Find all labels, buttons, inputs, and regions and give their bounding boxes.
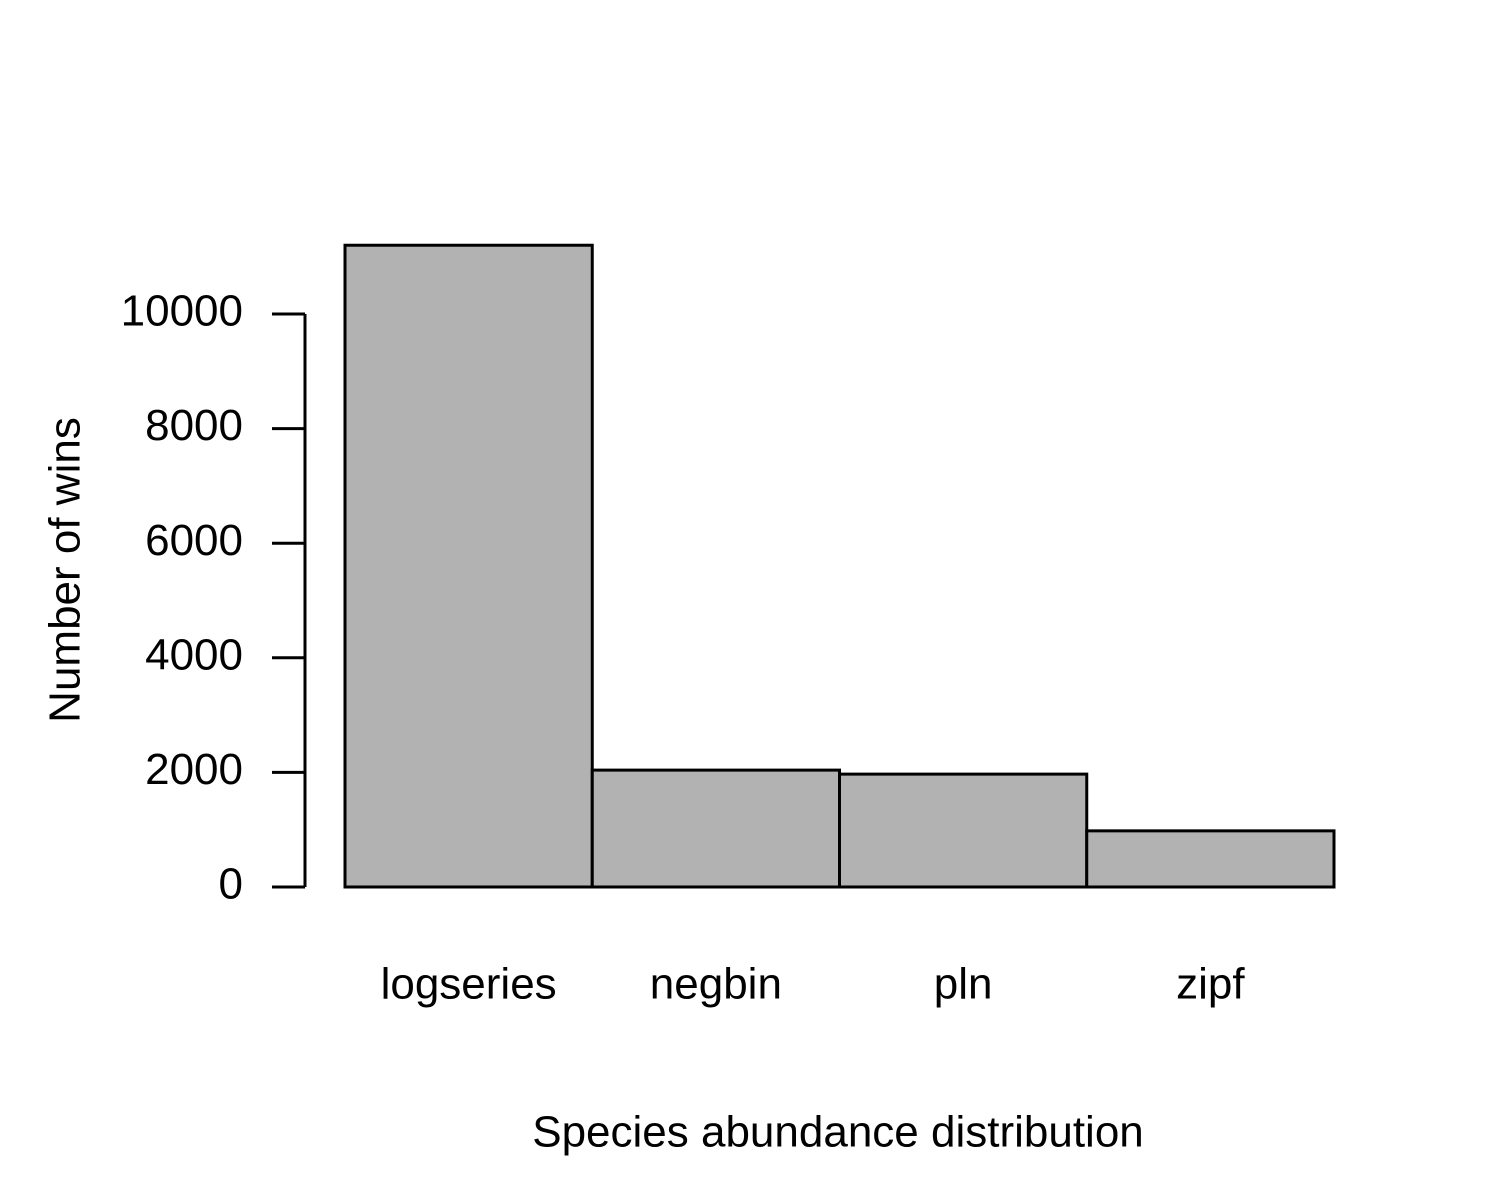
bar	[343, 243, 594, 889]
y-tick-label: 2000	[145, 745, 243, 794]
bar	[1085, 829, 1336, 889]
bar	[590, 768, 841, 889]
y-axis-label: Number of wins	[41, 417, 90, 723]
y-tick-label: 4000	[145, 630, 243, 679]
x-tick-label: negbin	[650, 960, 782, 1009]
x-tick-label: pln	[934, 960, 993, 1009]
x-axis-label: Species abundance distribution	[532, 1108, 1144, 1157]
y-tick-label: 0	[219, 860, 243, 909]
y-tick-label: 10000	[121, 287, 243, 336]
x-tick-label: logseries	[381, 960, 557, 1009]
y-tick-label: 8000	[145, 401, 243, 450]
bar	[838, 772, 1089, 889]
y-tick-label: 6000	[145, 516, 243, 565]
x-tick-label: zipf	[1176, 960, 1245, 1009]
